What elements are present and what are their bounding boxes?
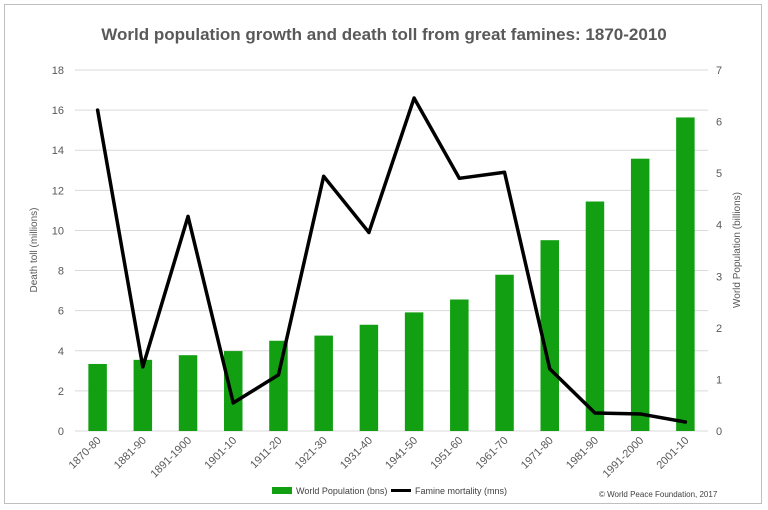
famine-mortality-point	[412, 96, 416, 100]
x-tick-label: 1881-90	[112, 435, 149, 472]
left-tick-label: 8	[58, 266, 64, 278]
population-bar	[88, 363, 107, 431]
x-axis-labels: 1870-80 1881-90 1891-1900 1901-10 1911-20 192…	[67, 435, 692, 481]
x-tick-label: 2001-10	[654, 435, 691, 472]
famine-mortality-point	[548, 367, 552, 371]
famine-mortality-point	[457, 176, 461, 180]
population-bar	[404, 312, 424, 431]
left-tick-label: 10	[52, 225, 64, 237]
famine-mortality-point	[141, 365, 145, 369]
left-tick-label: 18	[52, 65, 64, 77]
famine-mortality-point	[593, 411, 597, 415]
left-tick-label: 6	[58, 306, 64, 318]
left-tick-label: 12	[52, 185, 64, 197]
population-bar	[630, 158, 650, 431]
legend-label-population: World Population (bns)	[296, 486, 387, 496]
left-axis-title: Death toll (millions)	[29, 207, 40, 292]
right-tick-label: 0	[716, 426, 722, 438]
left-tick-label: 2	[58, 386, 64, 398]
famine-mortality-point	[502, 170, 507, 174]
right-tick-label: 4	[716, 220, 722, 232]
left-axis-ticks: 0 2 4 6 8 10 12 14 16 18	[52, 65, 64, 438]
famine-mortality-point	[638, 412, 642, 416]
x-tick-label: 1961-70	[474, 435, 511, 472]
left-tick-label: 16	[52, 105, 64, 117]
x-tick-label: 1911-20	[248, 435, 284, 471]
population-bar	[224, 351, 243, 431]
x-tick-label: 1931-40	[338, 435, 375, 472]
famine-mortality-line	[95, 96, 688, 424]
population-bar	[359, 324, 379, 431]
x-tick-label: 1921-30	[293, 435, 330, 472]
population-bar	[314, 335, 333, 431]
famine-mortality-point	[231, 401, 235, 405]
right-tick-label: 6	[716, 117, 722, 129]
famine-mortality-point	[322, 174, 326, 178]
x-tick-label: 1991-2000	[601, 435, 647, 481]
x-tick-label: 1971-80	[519, 435, 556, 472]
famine-mortality-point	[367, 230, 371, 235]
right-tick-label: 5	[716, 168, 722, 180]
right-tick-label: 7	[716, 65, 722, 77]
population-bars	[88, 117, 695, 432]
right-tick-label: 1	[716, 374, 722, 386]
right-tick-label: 2	[716, 323, 722, 335]
population-bar	[585, 201, 605, 431]
famine-mortality-series-line	[95, 96, 688, 424]
population-bar	[178, 355, 198, 431]
population-bar	[540, 240, 559, 431]
x-tick-label: 1951-60	[428, 435, 465, 472]
population-bar	[269, 340, 288, 431]
famine-mortality-point	[683, 420, 687, 424]
left-tick-label: 14	[52, 145, 64, 157]
x-tick-label: 1941-50	[383, 435, 420, 472]
gridlines	[75, 69, 708, 432]
right-axis-ticks: 0 1 2 3 4 5 6 7	[716, 65, 722, 438]
x-tick-label: 1981-90	[564, 435, 601, 472]
famine-mortality-point	[186, 214, 190, 219]
population-bar	[676, 117, 695, 432]
left-tick-label: 0	[58, 426, 64, 438]
legend-label-mortality: Famine mortality (mns)	[415, 486, 507, 496]
population-bar	[495, 274, 514, 431]
chart-title: World population growth and death toll f…	[101, 25, 666, 44]
legend-swatch-population	[272, 487, 292, 494]
population-bar	[133, 359, 153, 431]
credit-text: © World Peace Foundation, 2017	[599, 490, 718, 499]
famine-mortality-point	[276, 373, 281, 377]
right-axis-title: World Population (billions)	[732, 192, 743, 308]
x-tick-label: 1870-80	[67, 435, 104, 472]
x-tick-label: 1891-1900	[148, 435, 194, 481]
legend: World Population (bns) Famine mortality …	[272, 486, 507, 496]
left-tick-label: 4	[58, 346, 64, 358]
x-tick-label: 1901-10	[202, 435, 239, 472]
right-tick-label: 3	[716, 271, 722, 283]
famine-mortality-point	[96, 108, 100, 112]
population-bar	[450, 299, 469, 431]
